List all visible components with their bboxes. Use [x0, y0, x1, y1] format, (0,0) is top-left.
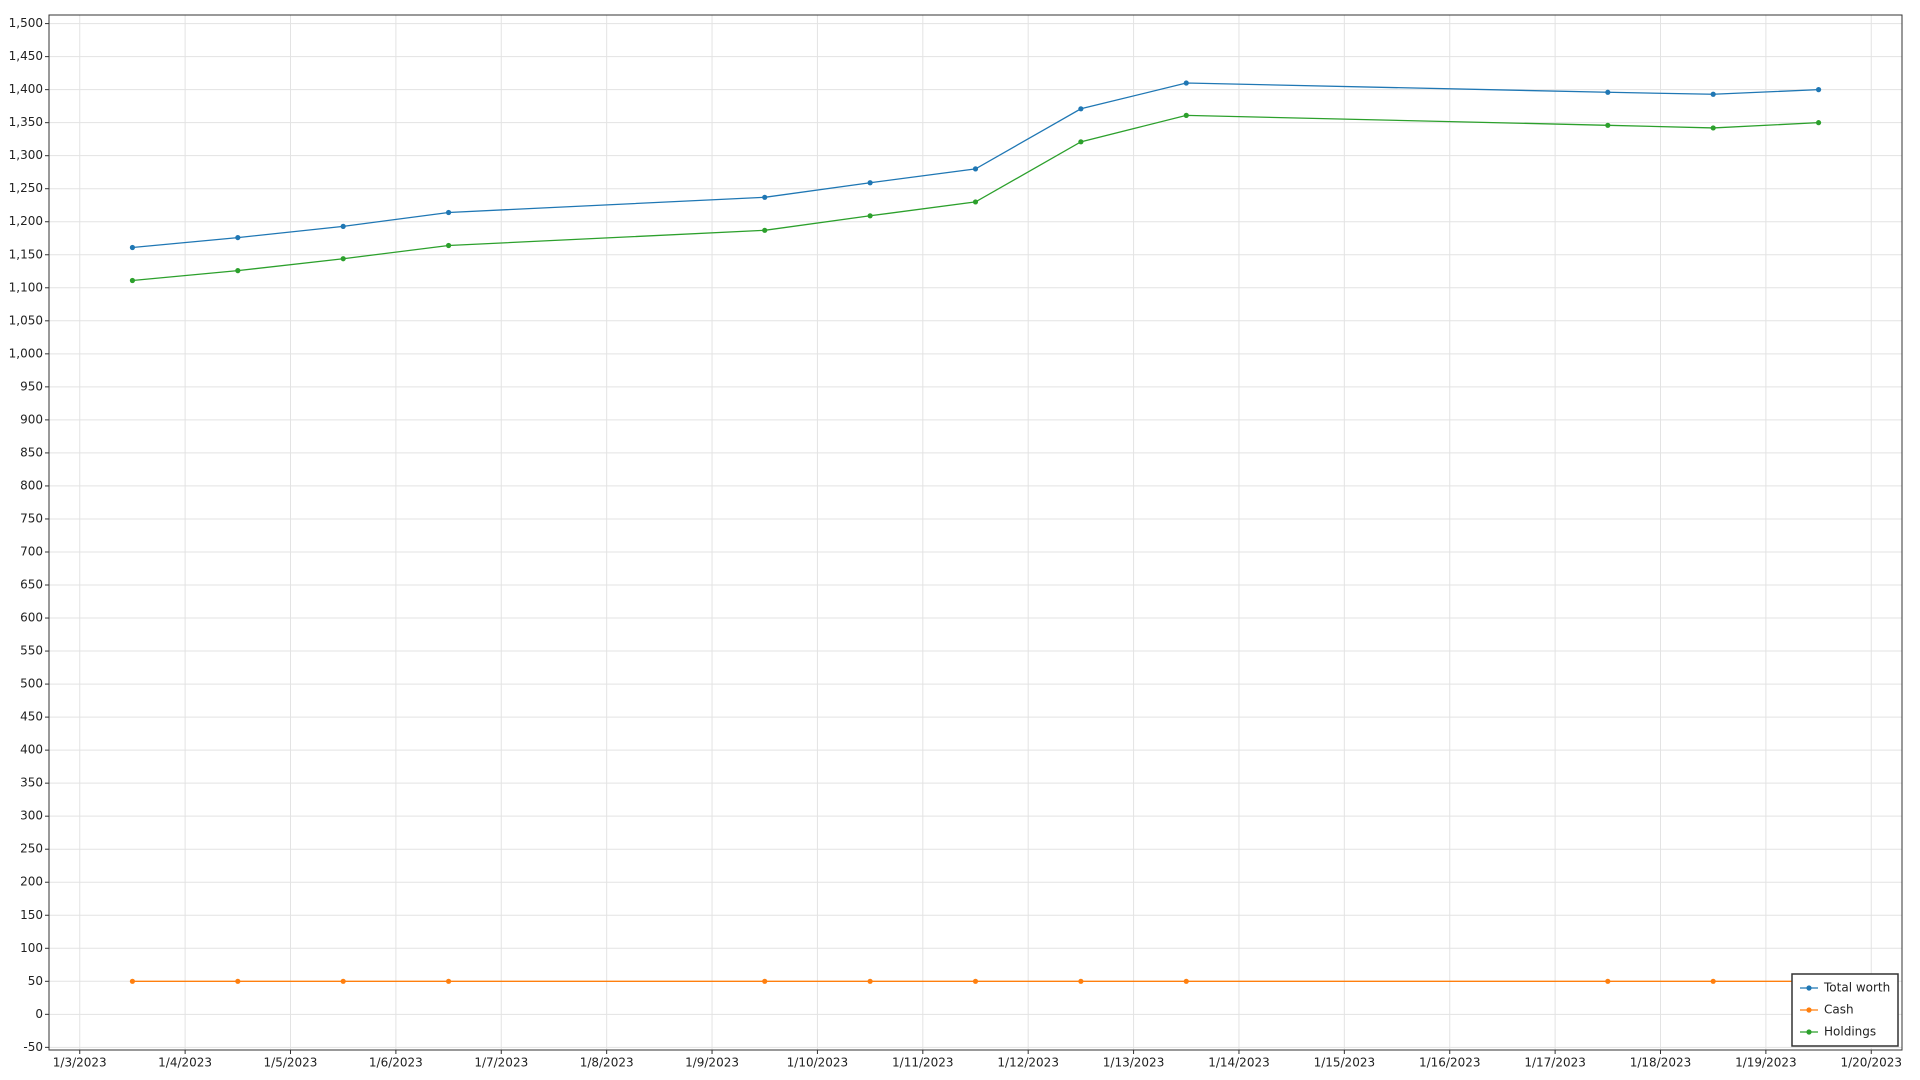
data-point — [340, 978, 346, 984]
data-point — [762, 978, 768, 984]
legend-swatch-dot — [1806, 985, 1812, 991]
series-line — [132, 82, 1819, 249]
data-point — [1078, 106, 1084, 112]
y-tick-label: 350 — [20, 776, 43, 790]
data-point — [340, 256, 346, 262]
y-tick-label: -50 — [23, 1040, 43, 1054]
legend-label: Cash — [1824, 1003, 1854, 1017]
data-point — [1710, 125, 1716, 131]
data-point — [762, 194, 768, 200]
data-point — [1605, 978, 1611, 984]
y-tick-label: 1,350 — [9, 115, 43, 129]
y-tick-label: 700 — [20, 544, 43, 558]
y-tick-label: 550 — [20, 644, 43, 658]
data-point — [1183, 978, 1189, 984]
y-tick-label: 1,000 — [9, 346, 43, 360]
x-tick-label: 1/10/2023 — [787, 1056, 849, 1070]
data-point — [867, 213, 873, 219]
data-point — [867, 180, 873, 186]
y-tick-label: 200 — [20, 875, 43, 889]
series-line — [132, 114, 1819, 282]
data-point — [235, 978, 241, 984]
y-tick-label: 850 — [20, 445, 43, 459]
legend-swatch-dot — [1806, 1007, 1812, 1013]
y-tick-label: 1,450 — [9, 49, 43, 63]
data-point — [1710, 91, 1716, 97]
y-tick-label: 1,250 — [9, 181, 43, 195]
x-tick-label: 1/8/2023 — [580, 1056, 634, 1070]
data-point — [1815, 87, 1822, 93]
data-point — [972, 978, 979, 984]
data-point — [1078, 139, 1084, 145]
x-tick-label: 1/19/2023 — [1735, 1056, 1797, 1070]
y-tick-label: 1,300 — [9, 148, 43, 162]
y-tick-label: 1,200 — [9, 214, 43, 228]
legend: Total worth Cash Holdings — [1791, 973, 1899, 1047]
y-tick-label: 400 — [20, 743, 43, 757]
legend-label: Total worth — [1823, 981, 1890, 995]
y-tick-label: 1,500 — [9, 16, 43, 30]
y-tick-label: 1,400 — [9, 82, 43, 96]
x-tick-label: 1/7/2023 — [474, 1056, 528, 1070]
data-point — [867, 978, 873, 984]
data-point — [1815, 120, 1822, 126]
data-point — [1183, 112, 1189, 118]
legend-swatch-dot — [1806, 1029, 1812, 1035]
x-tick-label: 1/6/2023 — [369, 1056, 423, 1070]
y-tick-label: 500 — [20, 677, 43, 691]
x-tick-label: 1/3/2023 — [53, 1056, 107, 1070]
y-tick-label: 300 — [20, 809, 43, 823]
y-tick-label: 800 — [20, 478, 43, 492]
data-point — [762, 227, 768, 233]
x-tick-label: 1/4/2023 — [158, 1056, 212, 1070]
data-point — [129, 978, 136, 984]
x-tick-label: 1/20/2023 — [1840, 1056, 1902, 1070]
data-point — [445, 209, 452, 216]
data-point — [1605, 89, 1611, 95]
data-point — [1183, 80, 1189, 86]
data-point — [1605, 122, 1611, 128]
y-tick-label: 150 — [20, 908, 43, 922]
y-tick-label: 250 — [20, 842, 43, 856]
data-point — [129, 277, 136, 284]
data-point — [1078, 978, 1084, 984]
x-tick-label: 1/17/2023 — [1524, 1056, 1586, 1070]
x-tick-label: 1/11/2023 — [892, 1056, 954, 1070]
y-tick-label: 100 — [20, 941, 43, 955]
y-tick-label: 650 — [20, 578, 43, 592]
plot-frame — [48, 14, 1903, 1051]
data-point — [1710, 978, 1716, 984]
y-tick-label: 1,050 — [9, 313, 43, 327]
x-tick-label: 1/12/2023 — [997, 1056, 1059, 1070]
data-point — [340, 223, 346, 229]
data-point — [235, 268, 241, 274]
data-point — [972, 199, 979, 205]
x-tick-label: 1/15/2023 — [1314, 1056, 1376, 1070]
x-tick-label: 1/14/2023 — [1208, 1056, 1270, 1070]
data-point — [235, 234, 241, 241]
x-tick-label: 1/5/2023 — [264, 1056, 318, 1070]
y-tick-label: 750 — [20, 511, 43, 525]
y-tick-label: 50 — [28, 974, 43, 988]
x-tick-label: 1/16/2023 — [1419, 1056, 1481, 1070]
x-tick-label: 1/18/2023 — [1630, 1056, 1692, 1070]
x-tick-label: 1/9/2023 — [685, 1056, 739, 1070]
legend-label: Holdings — [1824, 1025, 1876, 1039]
y-tick-label: 1,150 — [9, 247, 43, 261]
data-point — [129, 244, 136, 251]
y-tick-label: 600 — [20, 611, 43, 625]
x-tick-label: 1/13/2023 — [1103, 1056, 1165, 1070]
y-tick-label: 0 — [35, 1007, 43, 1021]
data-point — [445, 242, 452, 249]
data-point — [445, 978, 452, 984]
y-tick-label: 950 — [20, 379, 43, 393]
y-tick-label: 450 — [20, 710, 43, 724]
data-point — [972, 166, 979, 172]
y-tick-label: 900 — [20, 412, 43, 426]
y-tick-label: 1,100 — [9, 280, 43, 294]
